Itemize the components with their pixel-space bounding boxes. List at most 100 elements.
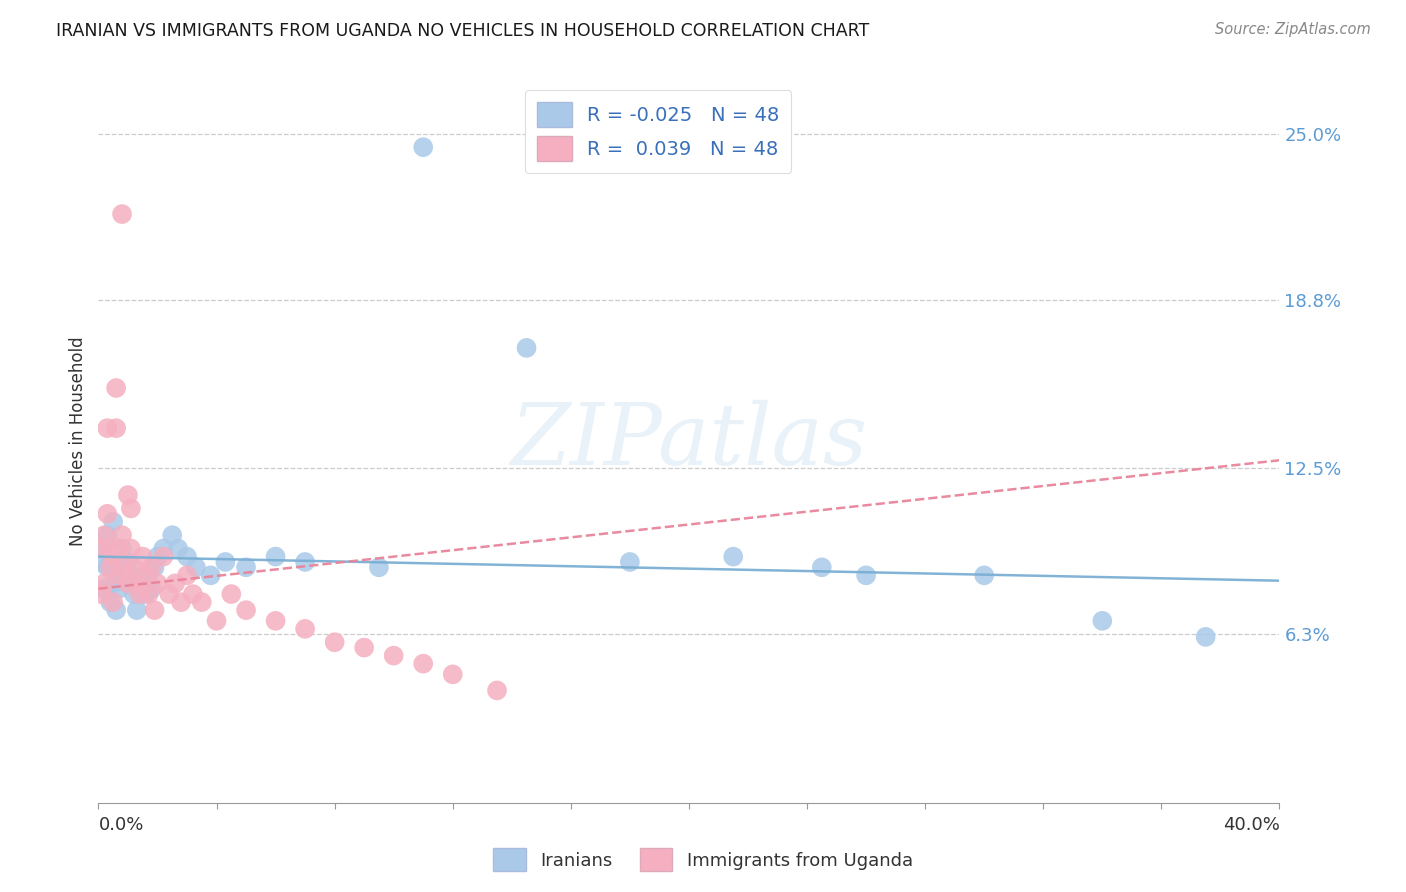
Point bbox=[152, 549, 174, 564]
Point bbox=[1195, 630, 1218, 644]
Legend: Iranians, Immigrants from Uganda: Iranians, Immigrants from Uganda bbox=[486, 841, 920, 879]
Point bbox=[157, 587, 180, 601]
Point bbox=[117, 576, 139, 591]
Point bbox=[214, 555, 236, 569]
Point bbox=[205, 614, 228, 628]
Point bbox=[128, 587, 150, 601]
Point bbox=[98, 560, 121, 574]
Point bbox=[125, 576, 148, 591]
Point bbox=[90, 555, 112, 569]
Point bbox=[135, 568, 157, 582]
Point bbox=[117, 488, 139, 502]
Point bbox=[167, 541, 190, 556]
Point bbox=[114, 560, 136, 574]
Point bbox=[103, 595, 125, 609]
Point bbox=[103, 576, 125, 591]
Point bbox=[93, 541, 115, 556]
Point bbox=[108, 582, 131, 596]
Point bbox=[165, 576, 187, 591]
Point bbox=[111, 568, 134, 582]
Point bbox=[516, 341, 538, 355]
Point bbox=[162, 528, 183, 542]
Point bbox=[382, 648, 405, 663]
Point bbox=[294, 622, 316, 636]
Point bbox=[973, 568, 995, 582]
Point bbox=[108, 555, 131, 569]
Point bbox=[143, 560, 166, 574]
Point bbox=[120, 541, 142, 556]
Point bbox=[855, 568, 877, 582]
Point bbox=[368, 560, 391, 574]
Legend: R = -0.025   N = 48, R =  0.039   N = 48: R = -0.025 N = 48, R = 0.039 N = 48 bbox=[526, 90, 792, 173]
Point bbox=[146, 576, 169, 591]
Point bbox=[111, 207, 134, 221]
Point bbox=[152, 541, 174, 556]
Point bbox=[122, 560, 145, 574]
Point bbox=[264, 614, 287, 628]
Point bbox=[96, 507, 118, 521]
Point bbox=[105, 560, 128, 574]
Text: IRANIAN VS IMMIGRANTS FROM UGANDA NO VEHICLES IN HOUSEHOLD CORRELATION CHART: IRANIAN VS IMMIGRANTS FROM UGANDA NO VEH… bbox=[56, 22, 869, 40]
Point bbox=[353, 640, 375, 655]
Point bbox=[412, 657, 434, 671]
Point bbox=[98, 541, 121, 556]
Point bbox=[138, 587, 160, 601]
Point bbox=[128, 582, 150, 596]
Point bbox=[191, 595, 214, 609]
Point bbox=[93, 582, 115, 596]
Point bbox=[105, 381, 128, 395]
Point bbox=[105, 603, 128, 617]
Text: ZIPatlas: ZIPatlas bbox=[510, 401, 868, 483]
Point bbox=[103, 515, 125, 529]
Point bbox=[96, 560, 118, 574]
Point bbox=[810, 560, 832, 574]
Text: 0.0%: 0.0% bbox=[98, 816, 143, 834]
Point bbox=[138, 568, 160, 582]
Point bbox=[441, 667, 464, 681]
Point bbox=[146, 549, 169, 564]
Point bbox=[111, 541, 134, 556]
Point bbox=[117, 555, 139, 569]
Point bbox=[98, 595, 121, 609]
Point bbox=[176, 568, 198, 582]
Point bbox=[294, 555, 316, 569]
Point bbox=[323, 635, 346, 649]
Point bbox=[98, 549, 121, 564]
Point bbox=[96, 528, 118, 542]
Point bbox=[93, 528, 115, 542]
Point bbox=[486, 683, 509, 698]
Point bbox=[184, 560, 207, 574]
Point bbox=[176, 549, 198, 564]
Point bbox=[108, 568, 131, 582]
Point bbox=[117, 576, 139, 591]
Point bbox=[412, 140, 434, 154]
Point bbox=[264, 549, 287, 564]
Point bbox=[96, 421, 118, 435]
Point bbox=[120, 568, 142, 582]
Text: Source: ZipAtlas.com: Source: ZipAtlas.com bbox=[1215, 22, 1371, 37]
Point bbox=[170, 595, 193, 609]
Point bbox=[221, 587, 243, 601]
Point bbox=[93, 576, 115, 591]
Point bbox=[141, 582, 163, 596]
Point bbox=[235, 603, 257, 617]
Point bbox=[181, 587, 204, 601]
Point bbox=[235, 560, 257, 574]
Point bbox=[90, 587, 112, 601]
Point bbox=[125, 603, 148, 617]
Point bbox=[141, 560, 163, 574]
Point bbox=[619, 555, 641, 569]
Point bbox=[122, 587, 145, 601]
Point bbox=[108, 541, 131, 556]
Point bbox=[120, 501, 142, 516]
Point bbox=[103, 549, 125, 564]
Point bbox=[90, 541, 112, 556]
Point bbox=[143, 603, 166, 617]
Point bbox=[1091, 614, 1114, 628]
Y-axis label: No Vehicles in Household: No Vehicles in Household bbox=[69, 336, 87, 547]
Point bbox=[132, 568, 155, 582]
Point bbox=[105, 421, 128, 435]
Point bbox=[114, 560, 136, 574]
Point bbox=[132, 549, 155, 564]
Text: 40.0%: 40.0% bbox=[1223, 816, 1279, 834]
